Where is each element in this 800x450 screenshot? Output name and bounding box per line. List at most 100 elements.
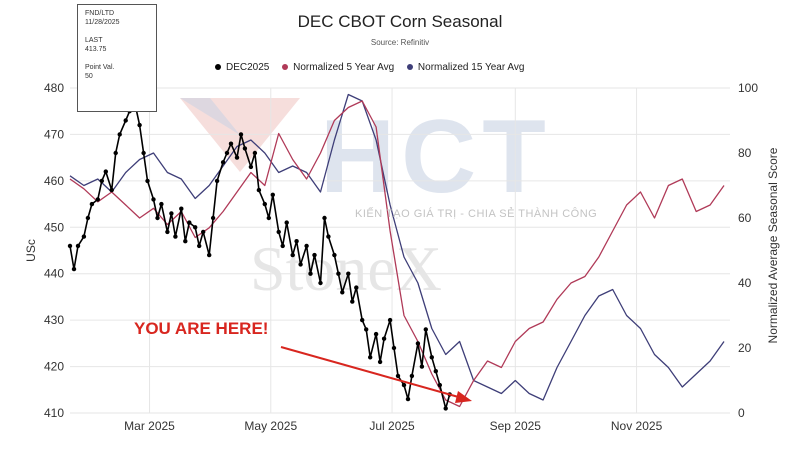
y-tick-label: 470 [44, 127, 64, 141]
data-point-dec2025 [71, 266, 77, 272]
data-point-dec2025 [256, 187, 262, 193]
data-point-dec2025 [207, 252, 212, 258]
legend-label-15yr: Normalized 15 Year Avg [417, 62, 525, 73]
data-point-dec2025 [443, 406, 448, 411]
data-point-dec2025 [81, 234, 87, 239]
data-point-dec2025 [113, 150, 118, 156]
data-point-dec2025 [433, 369, 438, 374]
data-point-dec2025 [95, 197, 101, 202]
y-tick-label: 480 [44, 81, 64, 95]
data-point-dec2025 [137, 122, 142, 128]
data-point-dec2025 [89, 201, 95, 207]
data-point-dec2025 [377, 359, 383, 365]
data-point-dec2025 [373, 331, 379, 337]
y2-tick-label: 80 [738, 146, 752, 160]
data-point-dec2025 [262, 201, 267, 207]
x-tick-label: May 2025 [244, 419, 297, 433]
data-point-dec2025 [423, 327, 428, 332]
x-tick-label: Nov 2025 [611, 419, 663, 433]
stonex-brand-text: StoneX [250, 233, 442, 304]
hct-logo-text: HCT [320, 99, 552, 215]
data-point-dec2025 [187, 220, 192, 225]
data-point-dec2025 [298, 262, 303, 267]
point-val-label: Point Val. [85, 64, 115, 71]
data-point-dec2025 [308, 271, 313, 276]
data-point-dec2025 [123, 118, 128, 123]
data-point-dec2025 [326, 234, 331, 239]
grid-lines [70, 87, 730, 414]
data-point-dec2025 [99, 178, 105, 184]
data-point-dec2025 [391, 345, 397, 351]
x-tick-label: Mar 2025 [124, 419, 175, 433]
data-point-dec2025 [173, 234, 178, 239]
y2-tick-label: 100 [738, 81, 758, 95]
data-point-dec2025 [284, 220, 289, 225]
data-point-dec2025 [169, 211, 174, 216]
legend-item-5yr: Normalized 5 Year Avg [282, 62, 394, 73]
data-point-dec2025 [395, 373, 401, 379]
y2-tick-label: 40 [738, 276, 752, 290]
legend-label-5yr: Normalized 5 Year Avg [293, 62, 395, 73]
data-point-dec2025 [360, 317, 365, 323]
data-point-dec2025 [304, 243, 309, 249]
legend-label-dec2025: DEC2025 [226, 62, 270, 73]
data-point-dec2025 [312, 252, 317, 258]
data-point-dec2025 [266, 215, 271, 221]
series-line-normalized-5-year-avg [69, 100, 725, 408]
data-point-dec2025 [228, 141, 234, 146]
data-point-dec2025 [252, 150, 258, 156]
data-point-dec2025 [141, 150, 146, 156]
chart-legend: DEC2025 Normalized 5 Year Avg Normalized… [215, 62, 534, 73]
y-tick-label: 420 [44, 360, 64, 374]
data-point-dec2025 [276, 229, 281, 235]
data-point-dec2025 [401, 382, 407, 388]
chart-subtitle: Source: Refinitiv [370, 38, 430, 47]
data-point-dec2025 [193, 225, 198, 230]
y-tick-label: 440 [44, 267, 64, 281]
data-point-dec2025 [165, 229, 170, 235]
data-point-dec2025 [322, 215, 327, 221]
data-point-dec2025 [85, 215, 91, 221]
fnd-ltd-date: 11/28/2025 [85, 19, 120, 26]
point-val-value: 50 [85, 73, 93, 80]
data-point-dec2025 [214, 178, 220, 184]
data-point-dec2025 [270, 192, 275, 197]
chart-title: DEC CBOT Corn Seasonal [297, 12, 503, 31]
data-point-dec2025 [220, 160, 226, 165]
data-point-dec2025 [368, 355, 373, 360]
data-point-dec2025 [234, 155, 240, 160]
y2-tick-label: 60 [738, 211, 752, 225]
x-tick-label: Sep 2025 [490, 419, 542, 433]
data-point-dec2025 [290, 252, 295, 258]
data-point-dec2025 [405, 396, 411, 402]
y-axis-label: USc [24, 239, 38, 262]
data-point-dec2025 [159, 201, 164, 207]
y2-tick-label: 20 [738, 341, 752, 355]
data-point-dec2025 [346, 271, 351, 276]
legend-swatch-15yr [406, 64, 413, 71]
data-point-dec2025 [197, 243, 202, 249]
data-point-dec2025 [429, 355, 434, 360]
legend-item-dec2025: DEC2025 [215, 62, 269, 73]
data-point-dec2025 [248, 164, 254, 170]
data-point-dec2025 [387, 317, 393, 323]
data-point-dec2025 [224, 150, 230, 156]
data-point-dec2025 [183, 239, 188, 244]
legend-item-15yr: Normalized 15 Year Avg [406, 62, 525, 73]
data-point-dec2025 [109, 187, 114, 193]
data-point-dec2025 [350, 299, 355, 304]
data-point-dec2025 [354, 285, 359, 290]
data-point-dec2025 [364, 327, 369, 332]
data-point-dec2025 [332, 252, 337, 258]
data-point-dec2025 [145, 178, 150, 184]
data-point-dec2025 [280, 243, 285, 249]
data-point-dec2025 [155, 215, 160, 221]
y-tick-label: 460 [44, 174, 64, 188]
data-point-dec2025 [340, 290, 345, 295]
series-line-normalized-15-year-avg [69, 93, 725, 401]
y-tick-label: 430 [44, 313, 64, 327]
contract-info-box: FND/LTD 11/28/2025 LAST 413.75 Point Val… [77, 4, 157, 112]
data-point-dec2025 [117, 132, 122, 137]
y-tick-label: 410 [44, 406, 64, 420]
